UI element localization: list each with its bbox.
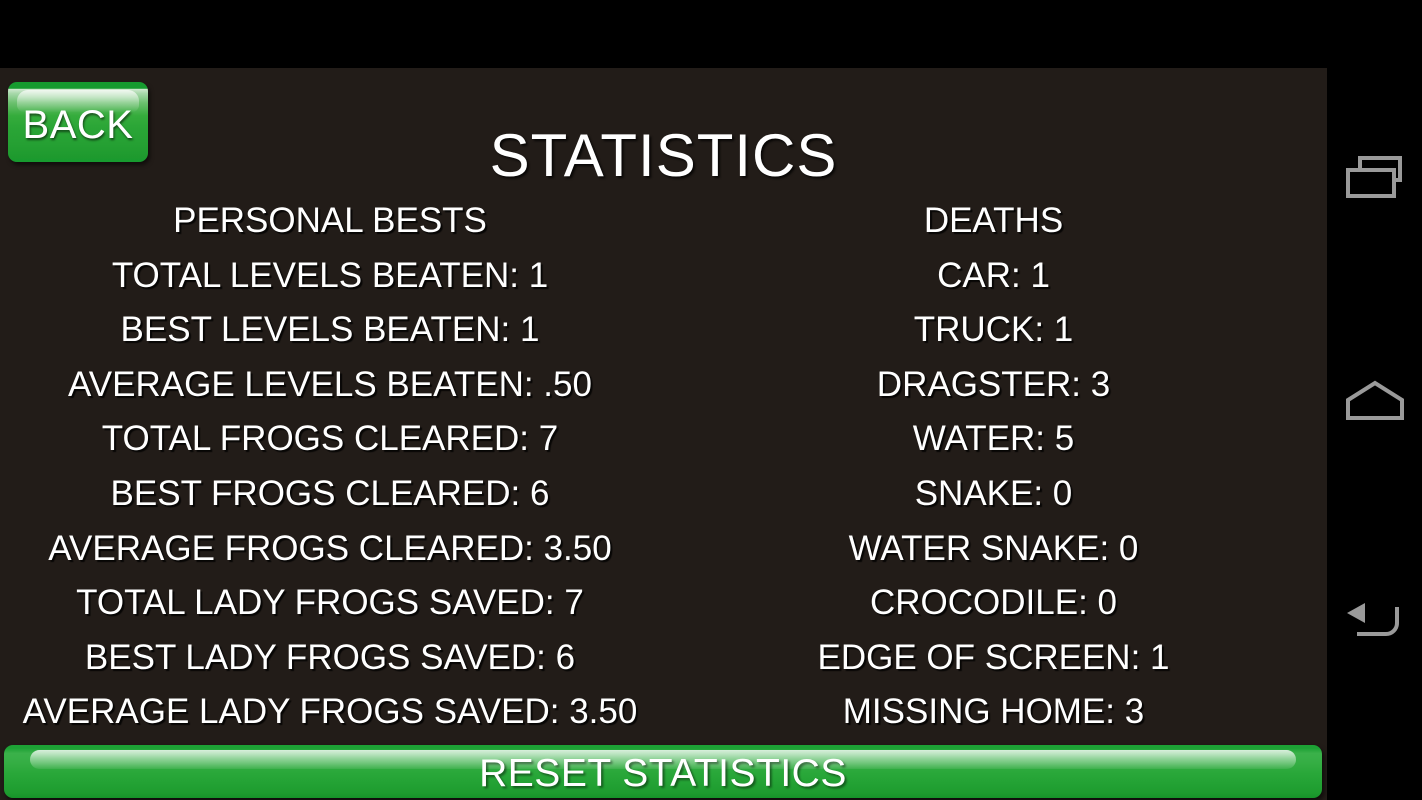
stat-row-missing-home: MISSING HOME: 3 — [842, 692, 1145, 732]
recent-apps-button[interactable] — [1327, 130, 1422, 226]
back-icon — [1343, 599, 1407, 645]
stat-row-total-lady-frogs-saved: TOTAL LADY FROGS SAVED: 7 — [76, 583, 584, 623]
back-button-label: BACK — [22, 103, 134, 147]
stat-row-dragster: DRAGSTER: 3 — [876, 364, 1111, 404]
stat-row-snake: SNAKE: 0 — [914, 473, 1073, 513]
home-button[interactable] — [1327, 352, 1422, 448]
stat-row-average-levels-beaten: AVERAGE LEVELS BEATEN: .50 — [68, 364, 592, 404]
stat-row-truck: TRUCK: 1 — [913, 310, 1074, 350]
stat-row-best-frogs-cleared: BEST FROGS CLEARED: 6 — [110, 473, 550, 513]
reset-statistics-button[interactable]: RESET STATISTICS — [4, 745, 1322, 798]
game-screen: BACK STATISTICS PERSONAL BESTS TOTAL LEV… — [0, 68, 1327, 800]
deaths-heading: DEATHS — [923, 201, 1064, 240]
back-button[interactable]: BACK — [8, 82, 148, 162]
stat-row-average-lady-frogs-saved: AVERAGE LADY FROGS SAVED: 3.50 — [22, 692, 638, 732]
home-icon — [1344, 378, 1406, 422]
personal-bests-column: PERSONAL BESTS TOTAL LEVELS BEATEN: 1 BE… — [0, 194, 660, 740]
stat-row-water-snake: WATER SNAKE: 0 — [848, 528, 1139, 568]
personal-bests-heading: PERSONAL BESTS — [173, 201, 487, 240]
stat-row-best-lady-frogs-saved: BEST LADY FROGS SAVED: 6 — [84, 637, 576, 677]
reset-statistics-label: RESET STATISTICS — [479, 752, 847, 795]
back-nav-button[interactable] — [1327, 574, 1422, 670]
recent-apps-icon — [1343, 155, 1407, 201]
stat-row-best-levels-beaten: BEST LEVELS BEATEN: 1 — [120, 310, 540, 350]
stat-row-average-frogs-cleared: AVERAGE FROGS CLEARED: 3.50 — [48, 528, 612, 568]
android-navigation-bar — [1327, 0, 1422, 800]
page-title: STATISTICS — [489, 122, 838, 189]
stat-row-edge-of-screen: EDGE OF SCREEN: 1 — [817, 637, 1170, 677]
stat-row-car: CAR: 1 — [937, 255, 1050, 295]
deaths-column: DEATHS CAR: 1 TRUCK: 1 DRAGSTER: 3 WATER… — [660, 194, 1327, 740]
stat-row-crocodile: CROCODILE: 0 — [870, 583, 1117, 623]
stat-row-water: WATER: 5 — [912, 419, 1075, 459]
stat-row-total-levels-beaten: TOTAL LEVELS BEATEN: 1 — [111, 255, 549, 295]
stat-row-total-frogs-cleared: TOTAL FROGS CLEARED: 7 — [101, 419, 559, 459]
